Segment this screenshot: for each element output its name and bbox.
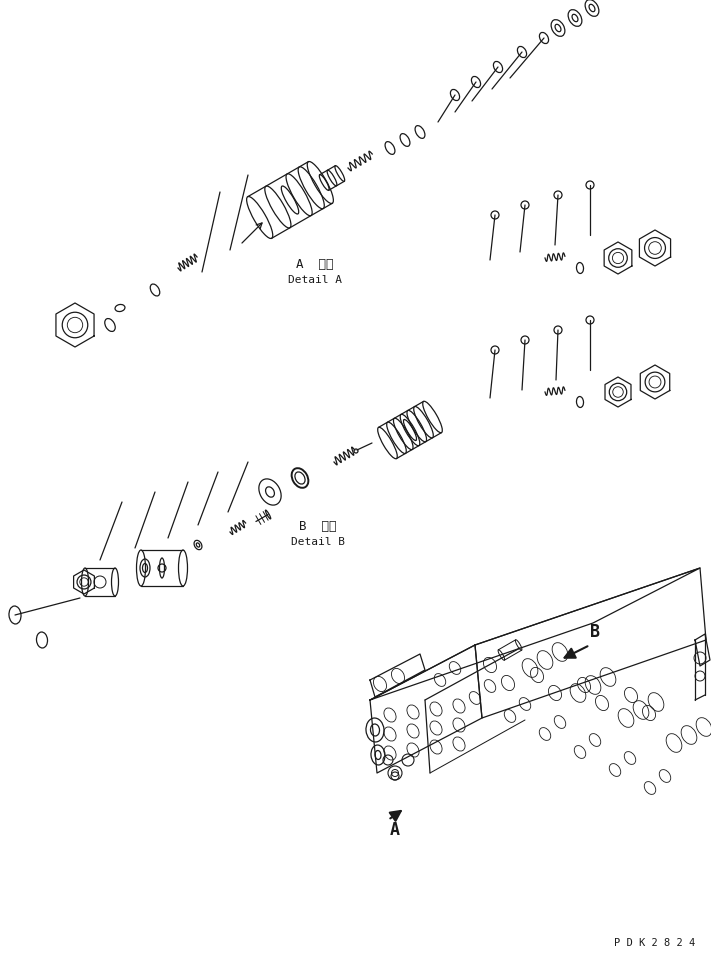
Text: Detail B: Detail B <box>291 537 345 547</box>
Text: B: B <box>590 623 600 641</box>
Text: B  詳細: B 詳細 <box>299 520 337 534</box>
Text: Detail A: Detail A <box>288 275 342 285</box>
Text: A  詳細: A 詳細 <box>296 259 333 271</box>
Text: A: A <box>390 821 400 839</box>
Text: P D K 2 8 2 4: P D K 2 8 2 4 <box>614 938 695 948</box>
